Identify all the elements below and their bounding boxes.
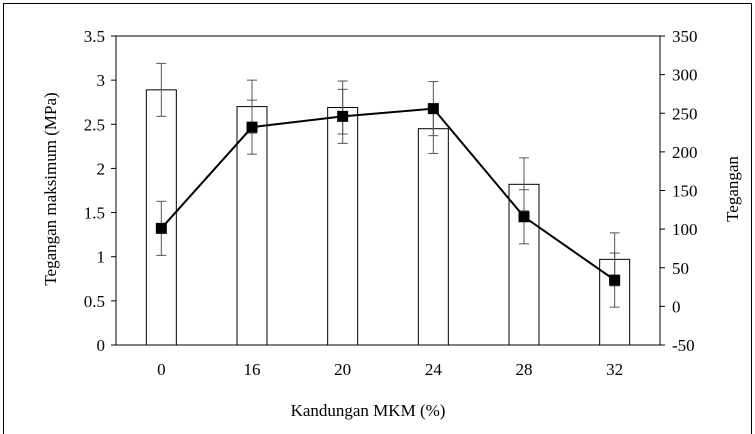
y-tick-label: 2 <box>97 159 106 178</box>
x-tick-label: 32 <box>606 360 623 379</box>
y2-tick-label: 250 <box>672 104 698 123</box>
y2-axis-title: Tegangan <box>723 156 742 222</box>
y-tick-label: 1.5 <box>84 204 105 223</box>
y-axis-title: Tegangan maksimum (MPa) <box>41 92 60 285</box>
y2-tick-label: 300 <box>672 66 698 85</box>
bar <box>417 128 449 346</box>
bar <box>327 107 359 346</box>
plot-area-border <box>115 35 661 346</box>
y-tick-label: 1 <box>97 248 106 267</box>
x-tick-label: 28 <box>516 360 533 379</box>
y2-tick-label: -50 <box>672 336 695 355</box>
y-tick-label: 3.5 <box>84 27 105 46</box>
line-point-marker <box>427 103 439 115</box>
y2-tick-label: 50 <box>672 259 689 278</box>
y2-tick-label: 350 <box>672 27 698 46</box>
y-tick-label: 2.5 <box>84 115 105 134</box>
x-axis-title: Kandungan MKM (%) <box>291 401 446 420</box>
series-line <box>160 107 616 281</box>
x-tick-label: 24 <box>425 360 443 379</box>
y-tick-label: 3 <box>97 71 106 90</box>
y2-tick-label: 150 <box>672 182 698 201</box>
line-point-marker <box>337 110 349 122</box>
chart-frame <box>3 3 752 434</box>
y2-tick-label: 100 <box>672 220 698 239</box>
line-point-marker <box>155 222 167 234</box>
y-tick-label: 0.5 <box>84 292 105 311</box>
y2-tick-label: 200 <box>672 143 698 162</box>
x-tick-label: 16 <box>244 360 261 379</box>
y-tick-label: 0 <box>97 336 106 355</box>
line-point-marker <box>518 211 530 223</box>
x-tick-label: 20 <box>334 360 351 379</box>
line-point-marker <box>246 121 258 133</box>
line-point-marker <box>609 274 621 286</box>
y2-tick-label: 0 <box>672 297 681 316</box>
x-tick-label: 0 <box>157 360 166 379</box>
